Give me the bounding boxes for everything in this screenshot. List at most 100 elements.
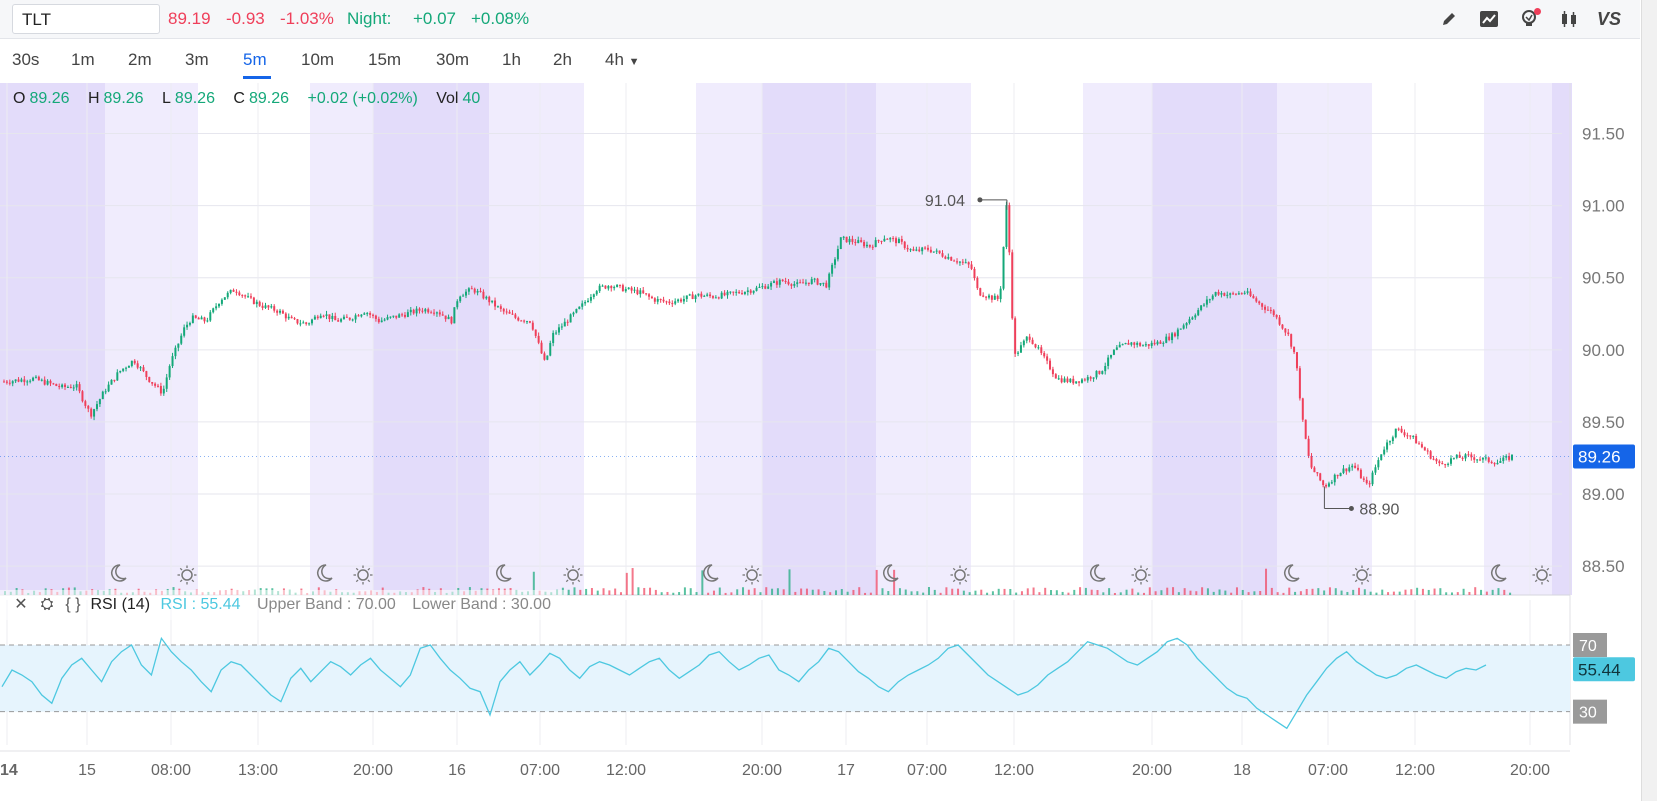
candle-body: [595, 291, 598, 295]
candle-body: [1476, 459, 1479, 461]
session-band: [696, 83, 762, 595]
candle-body: [1345, 468, 1348, 472]
candle-body: [953, 260, 956, 262]
candle-body: [406, 312, 409, 317]
volume-bar: [986, 592, 989, 595]
close-value: 89.26: [248, 90, 290, 107]
interval-15m[interactable]: 15m: [368, 50, 402, 69]
candle-body: [755, 287, 758, 291]
interval-2m[interactable]: 2m: [128, 50, 152, 69]
candle-body: [197, 317, 200, 320]
candle-body: [1130, 342, 1133, 345]
candle-body: [1403, 432, 1406, 436]
session-band: [105, 83, 198, 595]
sun-ray: [179, 579, 183, 583]
candle-body: [299, 323, 302, 325]
close-icon[interactable]: ✕: [14, 596, 28, 613]
volume-bar: [1189, 590, 1192, 595]
candle-body: [1313, 467, 1316, 473]
candlestick-icon[interactable]: [1558, 8, 1580, 30]
candle-body: [601, 285, 604, 287]
volume-bar: [1230, 592, 1233, 595]
candle-body: [526, 321, 529, 323]
candle-body: [857, 240, 860, 244]
candle-body: [1173, 333, 1176, 337]
moon-icon: [703, 564, 719, 582]
scrollbar[interactable]: [1641, 0, 1657, 801]
candle-body: [1432, 458, 1435, 460]
candle-body: [1383, 449, 1386, 455]
candle-body: [1418, 443, 1421, 445]
candle-body: [418, 308, 421, 311]
volume-bar: [1491, 589, 1494, 595]
candle-body: [40, 379, 43, 381]
interval-2h[interactable]: 2h: [553, 50, 572, 69]
candle-body: [1121, 344, 1124, 346]
candle-body: [985, 296, 988, 298]
candle-body: [188, 322, 191, 325]
volume-bar: [1270, 587, 1273, 595]
candle-body: [982, 295, 985, 297]
candle-body: [793, 284, 796, 286]
candle-body: [435, 312, 438, 314]
candle-body: [467, 288, 470, 292]
candle-body: [1078, 381, 1081, 383]
candle-body: [1290, 334, 1293, 347]
rsi-band-fill: [0, 645, 1570, 712]
volume-bar: [608, 590, 611, 595]
time-tick-label: 07:00: [907, 762, 947, 779]
time-tick-label: 20:00: [742, 762, 782, 779]
candle-body: [1284, 328, 1287, 333]
price-tick-label: 89.00: [1582, 485, 1625, 504]
vs-compare-icon[interactable]: VS: [1597, 8, 1622, 29]
candle-body: [29, 380, 32, 382]
interval-5m[interactable]: 5m: [243, 50, 267, 69]
lightbulb-icon[interactable]: [1518, 8, 1541, 30]
moon-icon: [883, 564, 899, 582]
candle-body: [354, 315, 357, 320]
interval-1m[interactable]: 1m: [71, 50, 95, 69]
time-tick-label: 08:00: [151, 762, 191, 779]
candle-body: [973, 268, 976, 279]
candle-body: [1490, 461, 1493, 464]
candle-body: [151, 382, 154, 384]
interval-30s[interactable]: 30s: [12, 50, 40, 69]
candle-body: [284, 313, 287, 319]
candle-body: [799, 282, 802, 284]
candle-body: [20, 379, 23, 382]
session-band: [1552, 83, 1572, 595]
last-price: 89.19: [168, 9, 211, 28]
low-marker-label: 88.90: [1359, 501, 1399, 518]
volume-bar: [893, 569, 896, 595]
interval-1h[interactable]: 1h: [502, 50, 521, 69]
interval-4h[interactable]: 4h ▼: [605, 39, 640, 83]
candle-body: [366, 313, 369, 315]
candle-body: [342, 316, 345, 320]
candle-body: [485, 296, 488, 299]
pencil-icon[interactable]: [1438, 8, 1460, 30]
candle-body: [107, 384, 110, 392]
candle-body: [871, 246, 874, 248]
trend-chart-icon[interactable]: [1478, 8, 1500, 30]
time-tick-label: 12:00: [606, 762, 646, 779]
volume-bar: [1265, 568, 1268, 595]
candle-body: [218, 303, 221, 307]
candle-body: [764, 286, 767, 289]
code-braces-icon[interactable]: { }: [65, 596, 81, 613]
rsi-line: [1, 636, 1487, 730]
candle-body: [409, 309, 412, 313]
settings-icon[interactable]: ⛭: [40, 596, 54, 613]
volume-bar: [1323, 590, 1326, 595]
candle-body: [58, 385, 61, 388]
interval-3m[interactable]: 3m: [185, 50, 209, 69]
symbol-input[interactable]: TLT: [12, 4, 160, 34]
volume-bar: [1160, 590, 1163, 595]
high-label: H: [87, 90, 100, 107]
volume-bar: [712, 590, 715, 595]
candle-body: [752, 290, 755, 293]
interval-10m[interactable]: 10m: [301, 50, 335, 69]
interval-30m[interactable]: 30m: [436, 50, 470, 69]
volume-bar: [904, 589, 907, 595]
volume-bar: [602, 588, 605, 595]
